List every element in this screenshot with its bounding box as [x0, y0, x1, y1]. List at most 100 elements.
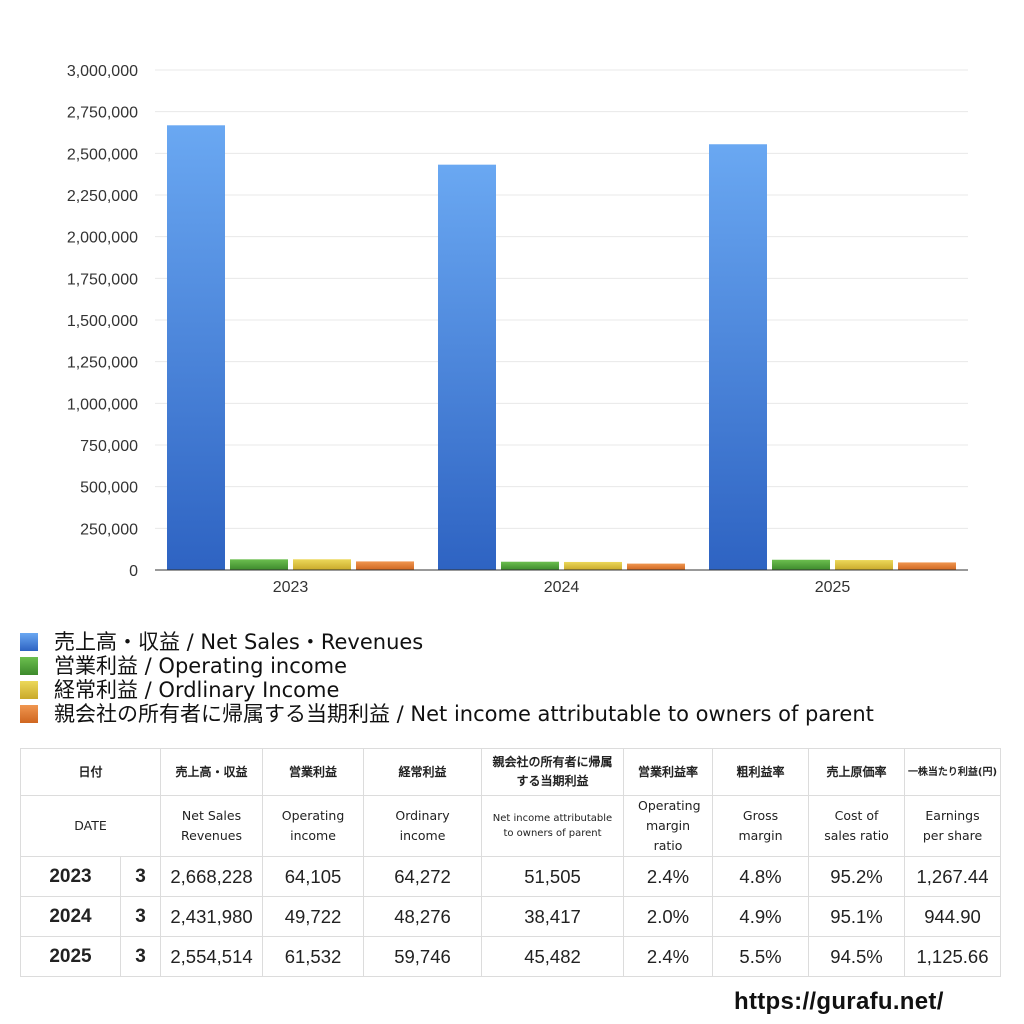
legend-label-operating-income: 営業利益 / Operating income — [54, 654, 348, 678]
header-gm-jp: 粗利益率 — [712, 748, 810, 796]
row-op: 64,105 — [262, 856, 365, 897]
row-ord: 48,276 — [363, 896, 483, 937]
header-eps-jp: 一株当たり利益(円) — [904, 748, 1002, 796]
row-net: 51,505 — [481, 856, 625, 897]
legend-item-operating-income: 営業利益 / Operating income — [20, 654, 1020, 678]
row-month: 3 — [119, 896, 162, 937]
row-gm: 4.8% — [712, 856, 810, 897]
x-axis-ticks: 2023 2024 2025 — [273, 579, 851, 596]
y-tick-label: 1,000,000 — [67, 396, 138, 413]
header-op-en: Operating income — [262, 795, 365, 857]
row-opm: 2.0% — [623, 896, 714, 937]
x-tick-label: 2023 — [273, 579, 309, 596]
row-cos: 95.1% — [808, 896, 906, 937]
header-date-en: DATE — [19, 795, 162, 857]
bar-2024-series-0 — [438, 164, 496, 571]
row-gm: 5.5% — [712, 936, 810, 977]
gridlines — [155, 69, 968, 529]
bar-2025-series-3 — [898, 562, 956, 570]
row-year: 2024 — [20, 896, 121, 937]
row-month: 3 — [119, 856, 162, 897]
header-gm-en: Gross margin — [712, 795, 810, 857]
y-tick-label: 750,000 — [80, 438, 138, 455]
bar-2025-series-0 — [709, 144, 767, 570]
row-net: 38,417 — [481, 896, 625, 937]
legend-label-ordinary-income: 経常利益 / Ordlinary Income — [54, 678, 340, 702]
row-sales: 2,554,514 — [160, 936, 264, 977]
table-row: 2024 3 2,431,980 49,722 48,276 38,417 2.… — [20, 896, 1002, 937]
header-ord-jp: 経常利益 — [363, 748, 483, 796]
bars — [167, 125, 956, 571]
bar-2023-series-2 — [293, 559, 351, 570]
bar-2025-series-2 — [835, 560, 893, 570]
legend-swatch-ordinary-income — [20, 681, 38, 699]
row-year: 2023 — [20, 856, 121, 897]
row-net: 45,482 — [481, 936, 625, 977]
y-axis-ticks: 0 250,000 500,000 750,000 1,000,000 1,250,000… — [67, 63, 138, 580]
y-tick-label: 2,500,000 — [67, 146, 138, 163]
header-opm-en: Operating margin ratio — [623, 795, 714, 857]
header-opm-jp: 営業利益率 — [623, 748, 714, 796]
y-tick-label: 3,000,000 — [67, 63, 138, 80]
y-tick-label: 2,000,000 — [67, 230, 138, 247]
y-tick-label: 1,250,000 — [67, 355, 138, 372]
header-date-jp: 日付 — [19, 748, 162, 796]
header-net-en: Net income attributable to owners of par… — [481, 795, 625, 857]
y-tick-label: 500,000 — [80, 480, 138, 497]
table-header-en: DATE Net Sales Revenues Operating income… — [19, 795, 1002, 857]
x-tick-label: 2025 — [815, 579, 851, 596]
bar-2024-series-3 — [627, 563, 685, 570]
row-sales: 2,668,228 — [160, 856, 264, 897]
row-year: 2025 — [20, 936, 121, 977]
table-row: 2025 3 2,554,514 61,532 59,746 45,482 2.… — [20, 936, 1002, 977]
legend-label-net-income: 親会社の所有者に帰属する当期利益 / Net income attributab… — [54, 702, 874, 726]
row-sales: 2,431,980 — [160, 896, 264, 937]
chart-legend: 売上高・収益 / Net Sales・Revenues 営業利益 / Opera… — [20, 630, 1020, 726]
y-tick-label: 1,500,000 — [67, 313, 138, 330]
table-row: 2023 3 2,668,228 64,105 64,272 51,505 2.… — [20, 856, 1002, 897]
row-ord: 59,746 — [363, 936, 483, 977]
row-gm: 4.9% — [712, 896, 810, 937]
row-eps: 1,267.44 — [904, 856, 1002, 897]
bar-2024-series-2 — [564, 561, 622, 570]
y-tick-label: 2,750,000 — [67, 105, 138, 122]
table-header-jp: 日付 売上高・収益 営業利益 経常利益 親会社の所有者に帰属する当期利益 営業利… — [19, 748, 1002, 796]
bar-2023-series-3 — [356, 561, 414, 570]
site-url[interactable]: https://gurafu.net/ — [734, 988, 944, 1015]
header-ord-en: Ordinary income — [363, 795, 483, 857]
row-op: 49,722 — [262, 896, 365, 937]
header-op-jp: 営業利益 — [262, 748, 365, 796]
bar-2023-series-1 — [230, 559, 288, 570]
bar-2024-series-1 — [501, 561, 559, 570]
row-cos: 95.2% — [808, 856, 906, 897]
legend-swatch-operating-income — [20, 657, 38, 675]
row-opm: 2.4% — [623, 936, 714, 977]
row-eps: 1,125.66 — [904, 936, 1002, 977]
row-op: 61,532 — [262, 936, 365, 977]
header-net-jp: 親会社の所有者に帰属する当期利益 — [481, 748, 625, 796]
row-cos: 94.5% — [808, 936, 906, 977]
financial-data-table: 日付 売上高・収益 営業利益 経常利益 親会社の所有者に帰属する当期利益 営業利… — [19, 748, 1002, 977]
header-sales-jp: 売上高・収益 — [160, 748, 264, 796]
bar-2025-series-1 — [772, 559, 830, 570]
header-sales-en: Net Sales Revenues — [160, 795, 264, 857]
legend-item-net-income: 親会社の所有者に帰属する当期利益 / Net income attributab… — [20, 702, 1020, 726]
legend-swatch-net-income — [20, 705, 38, 723]
row-opm: 2.4% — [623, 856, 714, 897]
y-tick-label: 0 — [129, 563, 138, 580]
bar-chart: 0 250,000 500,000 750,000 1,000,000 1,250,000… — [67, 63, 968, 596]
legend-label-net-sales: 売上高・収益 / Net Sales・Revenues — [54, 630, 424, 654]
y-tick-label: 2,250,000 — [67, 188, 138, 205]
header-cos-en: Cost of sales ratio — [808, 795, 906, 857]
bar-2023-series-0 — [167, 125, 225, 570]
row-ord: 64,272 — [363, 856, 483, 897]
y-tick-label: 250,000 — [80, 521, 138, 538]
header-eps-en: Earnings per share — [904, 795, 1002, 857]
legend-item-ordinary-income: 経常利益 / Ordlinary Income — [20, 678, 1020, 702]
x-tick-label: 2024 — [544, 579, 580, 596]
row-eps: 944.90 — [904, 896, 1002, 937]
legend-item-net-sales: 売上高・収益 / Net Sales・Revenues — [20, 630, 1020, 654]
header-cos-jp: 売上原価率 — [808, 748, 906, 796]
row-month: 3 — [119, 936, 162, 977]
legend-swatch-net-sales — [20, 633, 38, 651]
